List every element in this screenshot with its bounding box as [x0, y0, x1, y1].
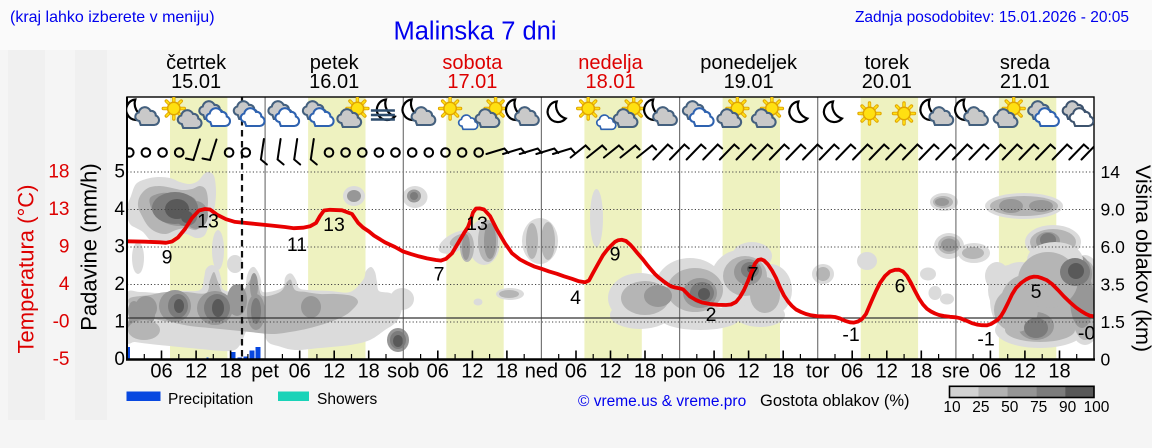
- svg-text:20.01: 20.01: [862, 71, 912, 93]
- svg-text:06: 06: [289, 361, 311, 383]
- svg-text:4: 4: [570, 287, 581, 309]
- svg-text:2: 2: [706, 304, 717, 326]
- svg-text:3.5: 3.5: [1101, 275, 1125, 295]
- svg-text:18: 18: [48, 162, 69, 183]
- svg-text:25: 25: [972, 399, 989, 416]
- svg-text:10: 10: [943, 399, 961, 416]
- svg-text:12: 12: [599, 361, 621, 383]
- svg-text:sreda: sreda: [1000, 52, 1051, 74]
- svg-text:12: 12: [461, 361, 483, 383]
- svg-text:ponedeljek: ponedeljek: [700, 52, 798, 74]
- svg-text:12: 12: [185, 361, 207, 383]
- svg-text:13: 13: [48, 199, 69, 220]
- svg-text:7: 7: [748, 264, 759, 286]
- svg-text:06: 06: [150, 361, 172, 383]
- svg-text:-0: -0: [53, 312, 70, 333]
- svg-text:16.01: 16.01: [309, 71, 359, 93]
- svg-text:5: 5: [1031, 281, 1042, 303]
- svg-text:tor: tor: [806, 361, 830, 383]
- svg-text:Malinska 7 dni: Malinska 7 dni: [394, 18, 557, 46]
- svg-text:Padavine (mm/h): Padavine (mm/h): [77, 163, 102, 331]
- svg-text:3: 3: [114, 237, 125, 258]
- svg-text:06: 06: [979, 361, 1001, 383]
- svg-text:sob: sob: [387, 361, 419, 383]
- svg-text:13: 13: [323, 214, 345, 236]
- svg-text:11: 11: [287, 234, 307, 256]
- svg-text:17.01: 17.01: [447, 71, 497, 93]
- svg-text:9: 9: [610, 244, 621, 266]
- svg-text:1.5: 1.5: [1101, 312, 1125, 332]
- svg-text:6: 6: [895, 276, 906, 298]
- svg-text:4: 4: [59, 274, 70, 295]
- svg-text:0: 0: [1101, 350, 1111, 370]
- svg-text:9: 9: [59, 237, 70, 258]
- svg-text:50: 50: [1001, 399, 1019, 416]
- svg-text:9.0: 9.0: [1101, 200, 1126, 220]
- svg-text:petek: petek: [310, 52, 360, 74]
- svg-text:1: 1: [114, 312, 125, 333]
- svg-text:18: 18: [358, 361, 380, 383]
- svg-text:12: 12: [876, 361, 898, 383]
- svg-text:06: 06: [427, 361, 449, 383]
- svg-text:-1: -1: [842, 324, 859, 346]
- svg-text:Gostota oblakov (%): Gostota oblakov (%): [760, 392, 909, 410]
- svg-text:100: 100: [1084, 399, 1110, 416]
- svg-text:7: 7: [434, 264, 445, 286]
- svg-text:Zadnja posodobitev: 15.01.2026: Zadnja posodobitev: 15.01.2026 - 20:05: [855, 9, 1129, 26]
- svg-text:2: 2: [114, 274, 125, 295]
- svg-text:sobota: sobota: [442, 52, 503, 74]
- svg-text:75: 75: [1030, 399, 1047, 416]
- svg-text:13: 13: [197, 211, 219, 233]
- svg-text:pon: pon: [663, 361, 696, 383]
- svg-text:19.01: 19.01: [724, 71, 774, 93]
- svg-text:12: 12: [323, 361, 345, 383]
- svg-text:12: 12: [1014, 361, 1036, 383]
- svg-text:četrtek: četrtek: [166, 52, 227, 74]
- svg-text:sre: sre: [942, 361, 970, 383]
- svg-text:18: 18: [1048, 361, 1070, 383]
- svg-text:Precipitation: Precipitation: [168, 391, 253, 408]
- svg-text:14: 14: [1101, 162, 1121, 182]
- svg-text:0: 0: [114, 349, 125, 370]
- svg-text:21.01: 21.01: [1000, 71, 1050, 93]
- svg-text:18: 18: [910, 361, 932, 383]
- svg-text:18: 18: [496, 361, 518, 383]
- svg-text:90: 90: [1059, 399, 1077, 416]
- svg-text:-0: -0: [1078, 322, 1095, 344]
- svg-text:© vreme.us & vreme.pro: © vreme.us & vreme.pro: [578, 393, 746, 410]
- svg-text:18: 18: [219, 361, 241, 383]
- svg-text:06: 06: [841, 361, 863, 383]
- svg-text:4: 4: [114, 199, 125, 220]
- svg-text:-5: -5: [53, 349, 70, 370]
- svg-text:06: 06: [565, 361, 587, 383]
- svg-text:Showers: Showers: [317, 391, 378, 408]
- svg-text:13: 13: [466, 213, 488, 235]
- svg-text:9: 9: [162, 247, 173, 269]
- svg-text:06: 06: [703, 361, 725, 383]
- svg-text:18: 18: [634, 361, 656, 383]
- svg-text:pet: pet: [251, 361, 279, 383]
- svg-text:15.01: 15.01: [171, 71, 221, 93]
- svg-text:torek: torek: [865, 52, 910, 74]
- svg-text:(kraj lahko izberete v meniju): (kraj lahko izberete v meniju): [10, 9, 215, 26]
- svg-text:18.01: 18.01: [585, 71, 635, 93]
- svg-text:12: 12: [737, 361, 759, 383]
- svg-text:18: 18: [772, 361, 794, 383]
- svg-text:6.0: 6.0: [1101, 237, 1126, 257]
- svg-text:Temperatura (°C): Temperatura (°C): [14, 185, 39, 354]
- svg-text:nedelja: nedelja: [578, 52, 643, 74]
- svg-text:5: 5: [114, 162, 125, 183]
- svg-text:ned: ned: [525, 361, 558, 383]
- svg-text:-1: -1: [977, 329, 994, 351]
- svg-text:Višina oblakov (km): Višina oblakov (km): [1131, 165, 1152, 352]
